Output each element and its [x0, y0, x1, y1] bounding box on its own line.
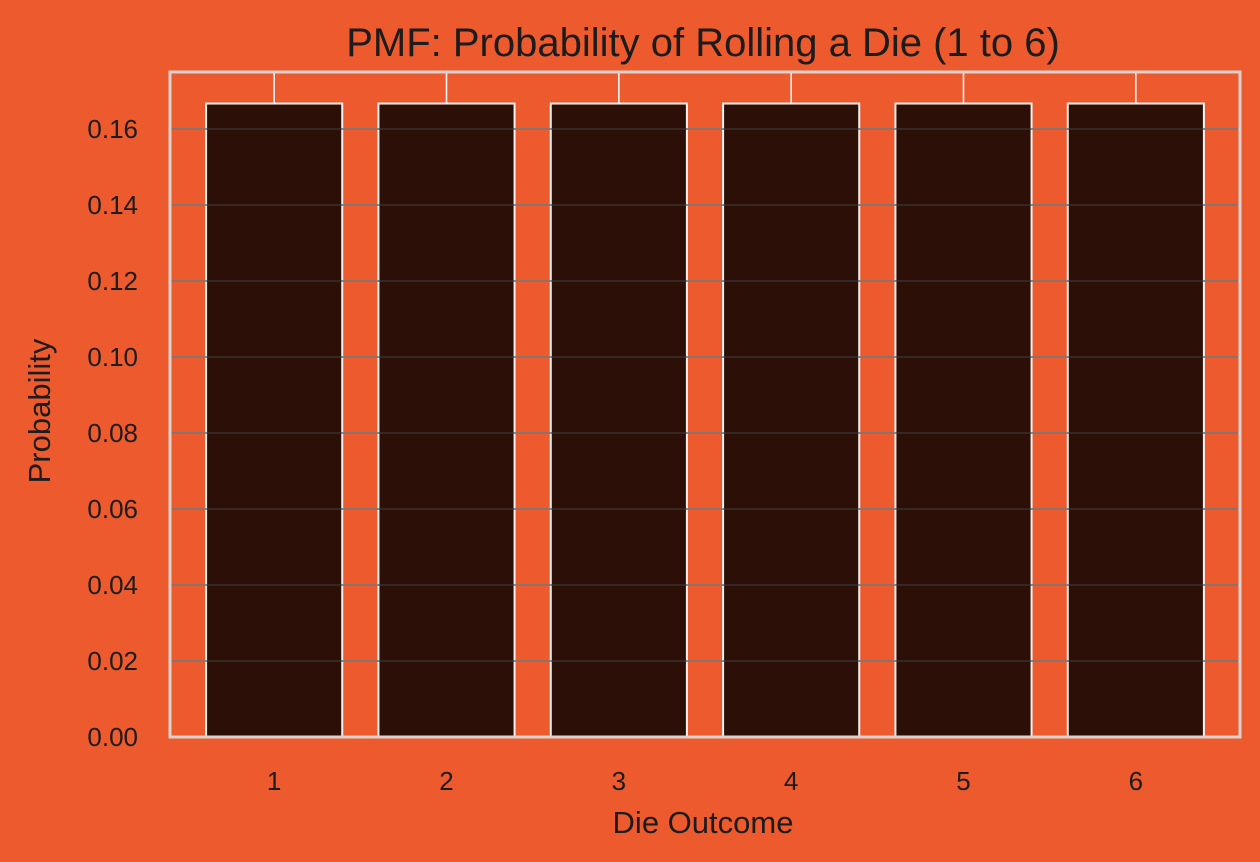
x-tick-label: 4	[784, 766, 798, 796]
x-axis-ticks: 1 2 3 4 5 6	[267, 766, 1143, 796]
y-tick-label: 0.02	[87, 646, 138, 676]
bar-2	[377, 102, 516, 739]
bar-6	[1066, 102, 1205, 739]
chart-title: PMF: Probability of Rolling a Die (1 to …	[346, 21, 1060, 65]
x-tick-label: 1	[267, 766, 281, 796]
bar-3	[549, 102, 688, 739]
bars	[205, 102, 1205, 739]
y-tick-label: 0.04	[87, 570, 138, 600]
y-tick-label: 0.14	[87, 190, 138, 220]
y-tick-label: 0.00	[87, 722, 138, 752]
bar-1	[205, 102, 344, 739]
x-axis-label: Die Outcome	[613, 805, 794, 840]
x-tick-label: 2	[439, 766, 453, 796]
y-tick-label: 0.10	[87, 342, 138, 372]
y-axis-label: Probability	[22, 338, 57, 483]
plot-area	[168, 70, 1242, 739]
y-axis-ticks: 0.00 0.02 0.04 0.06 0.08 0.10 0.12 0.14 0.16	[87, 114, 138, 752]
bar-5	[894, 102, 1033, 739]
x-tick-label: 6	[1129, 766, 1143, 796]
y-tick-label: 0.08	[87, 418, 138, 448]
y-tick-label: 0.06	[87, 494, 138, 524]
gridlines-over-bars	[170, 128, 1240, 662]
y-tick-label: 0.16	[87, 114, 138, 144]
plot-frame	[168, 70, 1242, 739]
y-tick-label: 0.12	[87, 266, 138, 296]
bar-4	[722, 102, 861, 739]
x-tick-label: 3	[612, 766, 626, 796]
x-tick-label: 5	[956, 766, 970, 796]
